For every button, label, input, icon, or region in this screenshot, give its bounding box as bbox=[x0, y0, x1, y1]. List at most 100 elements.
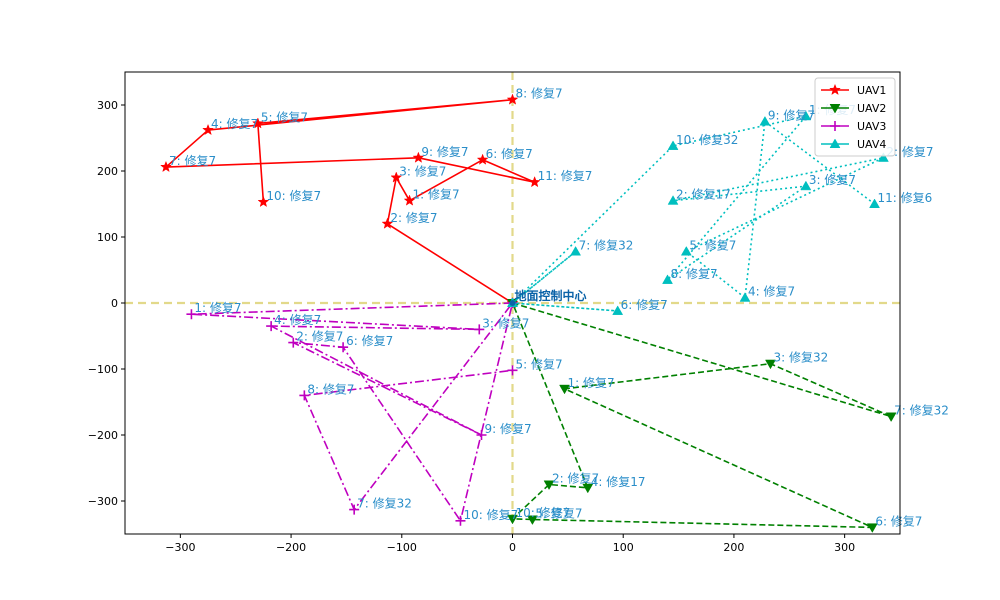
x-tick-label: 200 bbox=[723, 541, 744, 554]
uav1-waypoint-label: 10: 修复7 bbox=[266, 188, 321, 203]
uav4-waypoint-marker bbox=[570, 246, 582, 256]
uav4-waypoint-label: 2: 修复7 bbox=[886, 144, 933, 159]
legend-entry-uav1: UAV1 bbox=[821, 83, 886, 97]
uav3-waypoint-marker bbox=[338, 342, 349, 353]
series-uav3 bbox=[186, 298, 518, 526]
reference-lines bbox=[125, 72, 900, 534]
uav3-waypoint-marker bbox=[186, 309, 197, 320]
uav1-waypoint-marker bbox=[390, 171, 403, 183]
uav2-route-line bbox=[511, 302, 892, 529]
ground-control-center-marker bbox=[509, 300, 516, 306]
uav2-waypoint-marker bbox=[866, 523, 878, 533]
uav2-waypoint-marker bbox=[582, 483, 594, 494]
uav2-waypoint-label: 5: 修复7 bbox=[535, 505, 582, 520]
y-tick-label: −300 bbox=[88, 495, 118, 508]
uav4-waypoint-marker bbox=[667, 140, 679, 150]
legend-box bbox=[814, 77, 896, 157]
uav4-waypoint-label: 10: 修复32 bbox=[676, 132, 738, 147]
uav4-waypoint-label: 9: 修复7 bbox=[768, 108, 815, 123]
uav4-waypoint-label: 4: 修复7 bbox=[748, 284, 795, 299]
legend: UAV1 UAV2 UAV3 UAV4 bbox=[814, 77, 896, 157]
point-labels: 2: 修复7 3: 修复7 1: 修复7 6: 修复7 11: 修复7 9: 修复7 7: … bbox=[169, 86, 949, 529]
uav1-waypoint-marker bbox=[251, 117, 264, 129]
uav2-waypoint-label: 6: 修复7 bbox=[875, 513, 922, 528]
legend-label-uav1: UAV1 bbox=[857, 84, 886, 97]
uav2-waypoint-label: 3: 修复32 bbox=[773, 350, 828, 365]
uav1-waypoint-label: 3: 修复7 bbox=[399, 164, 446, 179]
uav1-waypoint-marker bbox=[506, 93, 519, 105]
uav1-waypoint-label: 1: 修复7 bbox=[413, 187, 460, 202]
uav1-route-line bbox=[165, 98, 536, 304]
uav1-waypoint-marker bbox=[403, 194, 416, 206]
y-tick-label: 300 bbox=[97, 99, 118, 112]
uav1-waypoint-label: 11: 修复7 bbox=[538, 168, 593, 183]
y-tick-label: 0 bbox=[111, 297, 118, 310]
legend-marker-uav1 bbox=[829, 83, 841, 96]
x-tick-label: 0 bbox=[509, 541, 516, 554]
uav2-waypoint-marker bbox=[507, 514, 518, 525]
uav3-waypoint-label: 2: 修复7 bbox=[296, 329, 343, 344]
legend-entry-uav2: UAV2 bbox=[821, 102, 886, 115]
uav3-waypoint-marker bbox=[288, 337, 299, 348]
uav4-waypoint-label: 11: 修复6 bbox=[878, 190, 933, 205]
x-tick-label: 100 bbox=[613, 541, 634, 554]
uav2-waypoint-marker bbox=[526, 515, 538, 525]
uav3-waypoint-label: 4: 修复7 bbox=[274, 312, 321, 327]
uav3-waypoint-label: 7: 修复32 bbox=[357, 496, 412, 511]
uav3-waypoint-label: 5: 修复7 bbox=[516, 356, 563, 371]
uav2-waypoint-label: 7: 修复32 bbox=[894, 403, 949, 418]
x-tick-label: −200 bbox=[276, 541, 306, 554]
legend-label-uav2: UAV2 bbox=[857, 102, 886, 115]
uav2-waypoint-marker bbox=[559, 384, 570, 395]
uav3-waypoint-label: 6: 修复7 bbox=[346, 333, 393, 348]
legend-label-uav4: UAV4 bbox=[857, 138, 886, 151]
uav4-waypoint-marker bbox=[739, 292, 751, 302]
uav4-waypoint-marker bbox=[680, 246, 692, 256]
uav3-waypoint-label: 10: 修复7 bbox=[463, 507, 518, 522]
uav3-waypoint-marker bbox=[266, 321, 277, 332]
uav2-waypoint-label: 1: 修复7 bbox=[568, 375, 615, 390]
uav3-waypoint-marker bbox=[455, 515, 466, 526]
ground-control-center-label: 地面控制中心 bbox=[515, 288, 587, 303]
uav1-waypoint-label: 9: 修复7 bbox=[421, 144, 468, 159]
x-tick-label: 300 bbox=[834, 541, 855, 554]
uav4-waypoint-marker bbox=[869, 198, 880, 208]
uav4-waypoint-marker bbox=[612, 305, 624, 315]
uav2-waypoint-marker bbox=[765, 359, 776, 370]
uav3-waypoint-marker bbox=[474, 324, 485, 335]
legend-marker-uav2 bbox=[829, 104, 841, 114]
uav4-waypoint-label: 5: 修复7 bbox=[689, 238, 736, 253]
uav1-waypoint-marker bbox=[476, 153, 489, 165]
uav2-waypoint-label: 2: 修复7 bbox=[552, 471, 599, 486]
uav1-waypoint-label: 8: 修复7 bbox=[516, 86, 563, 101]
uav2-waypoint-marker bbox=[885, 412, 897, 423]
y-tick-label: 100 bbox=[97, 231, 118, 244]
uav4-waypoint-label: 3: 修复7 bbox=[809, 172, 856, 187]
uav4-waypoint-marker bbox=[667, 195, 679, 205]
uav3-waypoint-label: 8: 修复7 bbox=[307, 381, 354, 396]
uav1-waypoint-label: 5: 修复7 bbox=[261, 109, 308, 124]
uav3-route-line bbox=[190, 302, 514, 522]
x-tick-label: −100 bbox=[387, 541, 417, 554]
uav4-waypoint-marker bbox=[800, 180, 812, 191]
legend-label-uav3: UAV3 bbox=[857, 120, 886, 133]
uav4-waypoint-label: 8: 修复7 bbox=[671, 266, 718, 281]
uav3-waypoint-marker bbox=[476, 430, 487, 440]
uav1-waypoint-marker bbox=[381, 217, 394, 229]
legend-marker-uav3 bbox=[830, 121, 840, 131]
axes: −300 −200 −100 0 100 200 300 −300 −200 −100 0 100 20… bbox=[88, 99, 855, 554]
uav1-waypoint-marker bbox=[202, 123, 214, 136]
uav4-waypoint-marker bbox=[877, 152, 889, 162]
uav1-waypoint-marker bbox=[412, 151, 425, 163]
uav4-waypoint-label: 7: 修复32 bbox=[579, 238, 634, 253]
uav4-waypoint-label: 2: 修复17 bbox=[676, 187, 731, 202]
uav1-waypoint-label: 2: 修复7 bbox=[390, 210, 437, 225]
uav3-waypoint-label: 3: 修复7 bbox=[482, 315, 529, 330]
uav1-waypoint-label: 4: 修复7 bbox=[211, 116, 258, 131]
uav2-waypoint-label: 4: 修复17 bbox=[591, 474, 646, 489]
x-tick-label: −300 bbox=[165, 541, 195, 554]
uav1-waypoint-label: 6: 修复7 bbox=[486, 146, 533, 161]
uav2-waypoint-marker bbox=[543, 480, 555, 491]
legend-entry-uav4: UAV4 bbox=[821, 138, 886, 151]
